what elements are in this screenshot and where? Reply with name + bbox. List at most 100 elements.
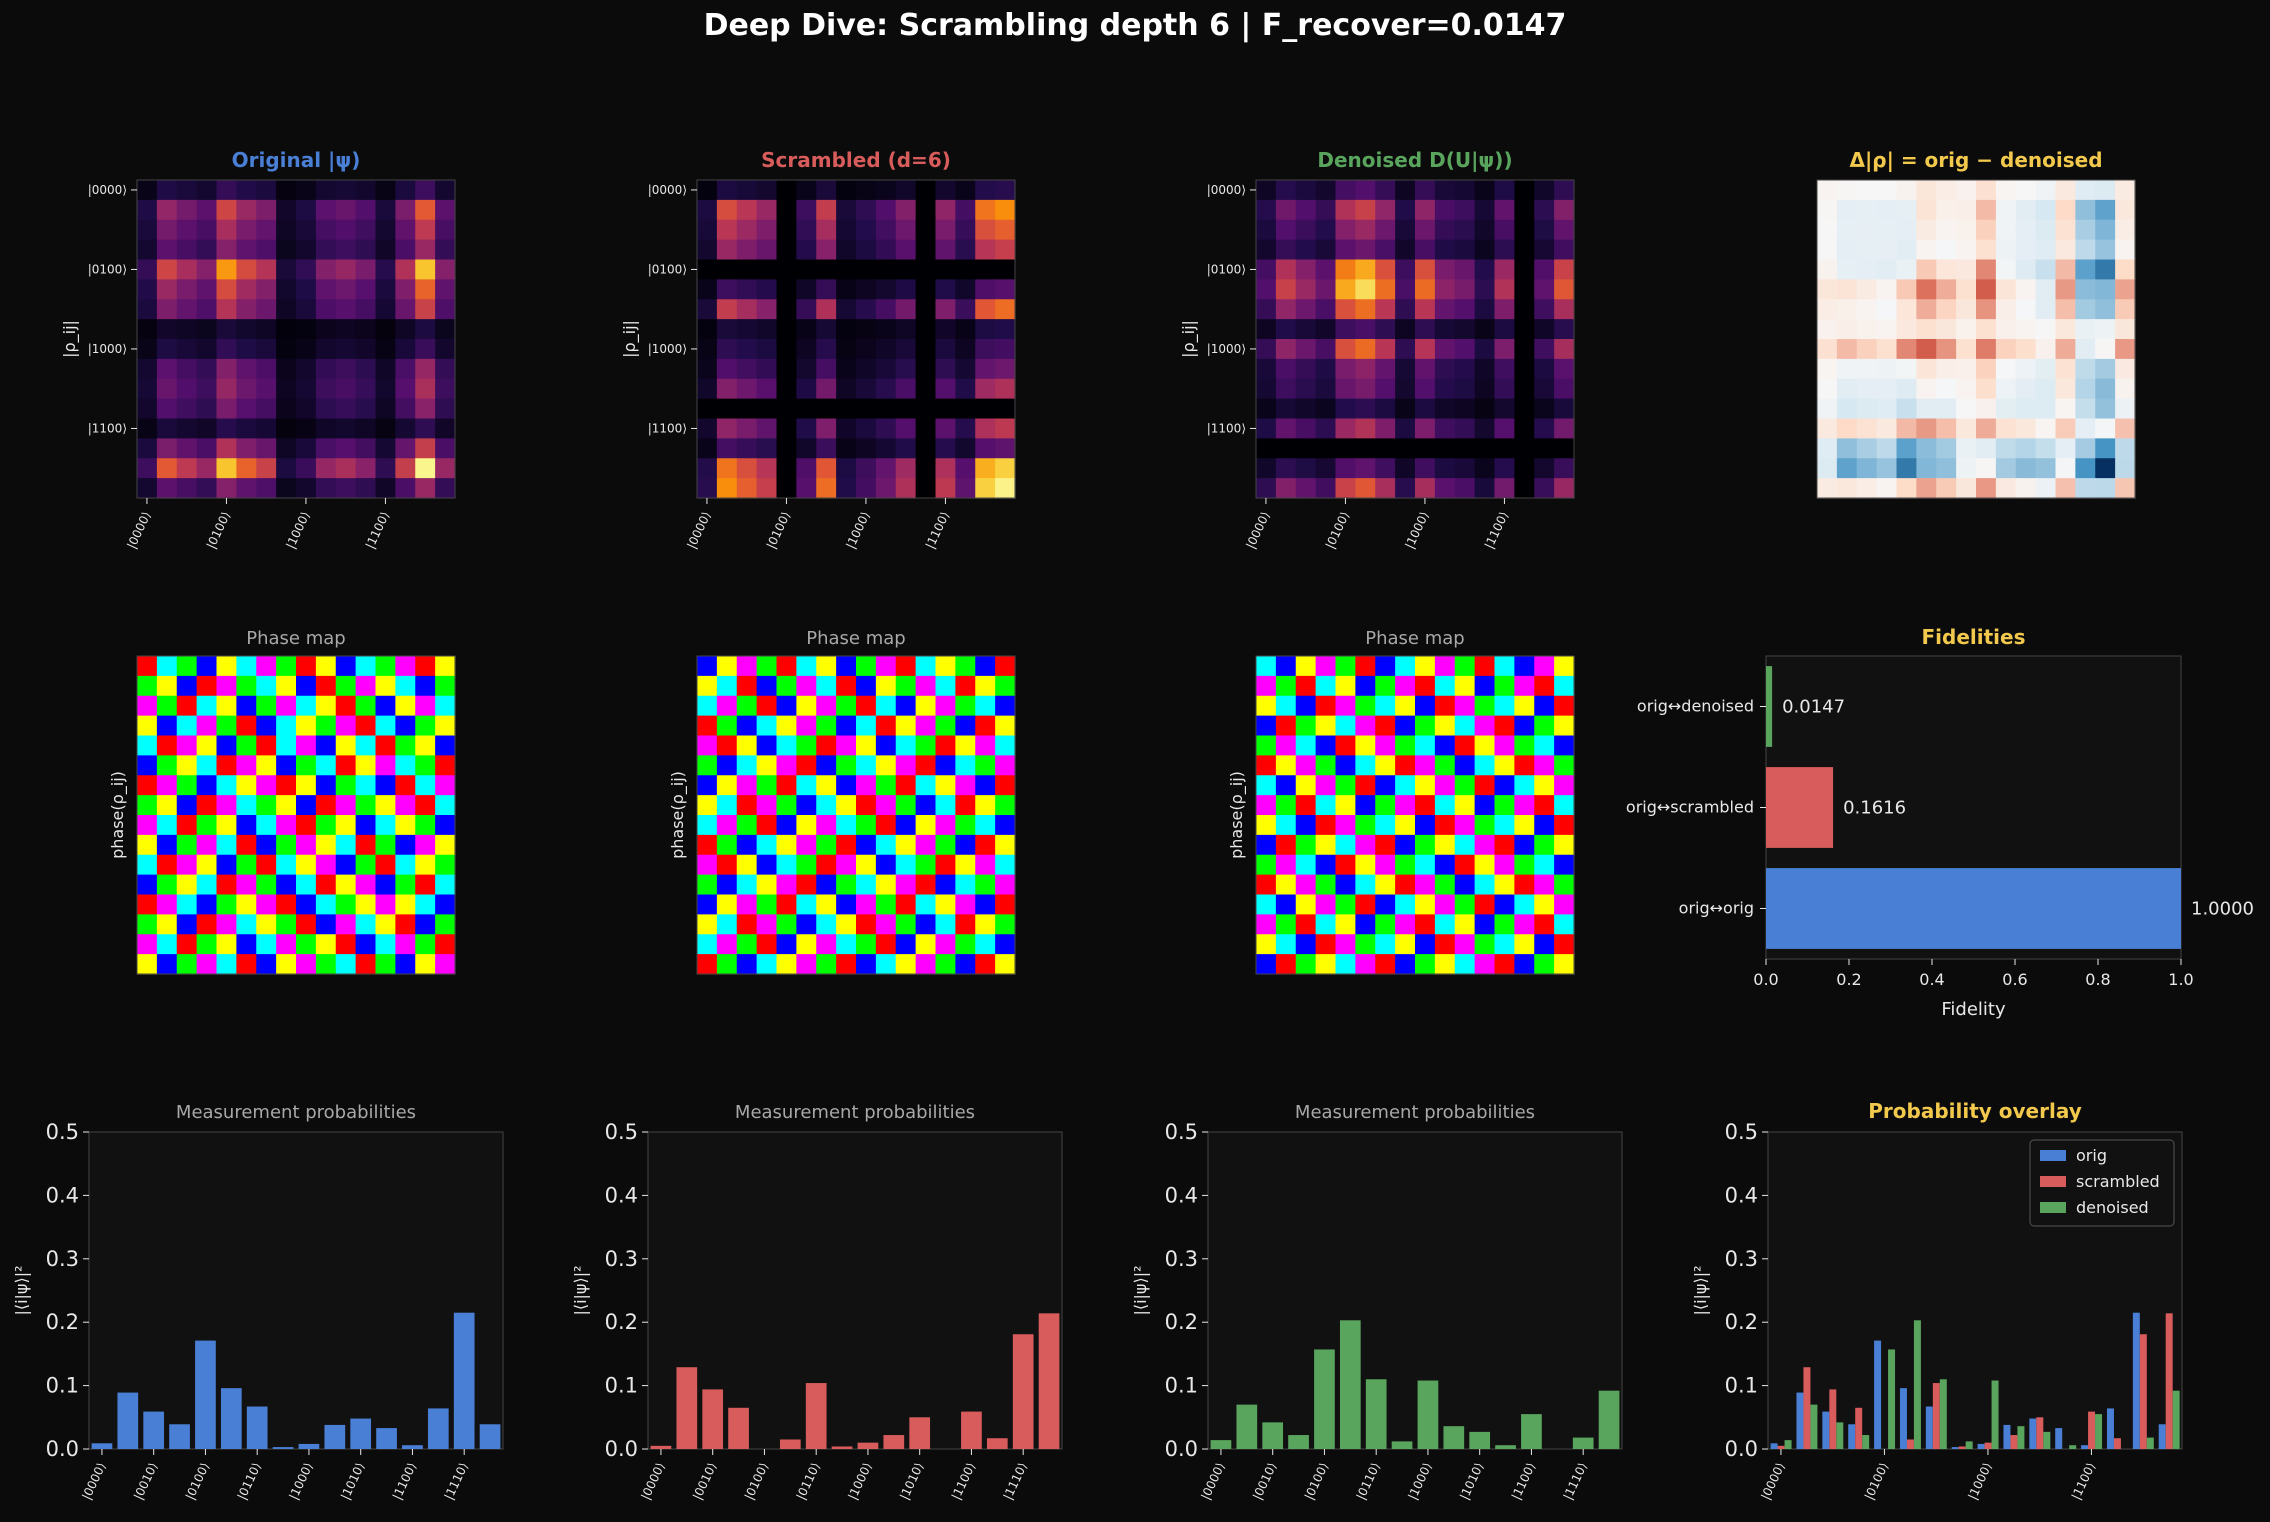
heatmap-cell <box>1936 358 1957 380</box>
x-tick-label: 0.0 <box>1753 970 1778 989</box>
heatmap-cell <box>995 259 1016 280</box>
probability-bar <box>376 1428 397 1449</box>
y-tick-label: 0.4 <box>605 1183 638 1207</box>
phase-cell <box>955 954 976 975</box>
heatmap-cell <box>1355 418 1376 439</box>
phase-cell <box>1454 874 1476 896</box>
phase-cell <box>935 755 956 776</box>
heatmap-cell <box>935 299 956 320</box>
phase-cell <box>1415 914 1436 935</box>
phase-cell <box>395 874 416 896</box>
heatmap-cell <box>216 438 237 459</box>
heatmap-cell <box>1295 458 1317 479</box>
heatmap-cell <box>1275 438 1297 459</box>
phase-cell <box>1415 854 1436 876</box>
heatmap-cell <box>1355 199 1376 221</box>
heatmap-cell <box>736 299 758 320</box>
phase-cell <box>1375 834 1396 856</box>
heatmap-cell <box>1275 259 1297 280</box>
heatmap-cell <box>1817 239 1838 261</box>
phase-cell <box>716 755 738 776</box>
heatmap-cell <box>796 458 817 479</box>
heatmap-cell <box>856 180 877 201</box>
heatmap-cell <box>1395 358 1416 380</box>
phase-cell <box>1554 656 1575 677</box>
x-tick-label: |0100⟩ <box>204 509 233 551</box>
phase-cell <box>776 854 797 876</box>
heatmap-cell <box>2115 398 2136 420</box>
phase-cell <box>435 795 456 816</box>
heatmap-cell <box>1856 259 1878 280</box>
heatmap-cell <box>176 358 198 380</box>
phase-cell <box>276 934 297 955</box>
heatmap-cell <box>955 339 976 360</box>
heatmap-cell <box>1415 398 1436 420</box>
heatmap-cell <box>1315 279 1337 300</box>
heatmap-cell <box>1976 180 1997 201</box>
overlay-bar-orig <box>2081 1445 2089 1449</box>
heatmap-cell <box>1876 358 1898 380</box>
heatmap-cell <box>415 339 436 360</box>
heatmap-cell <box>1415 458 1436 479</box>
phase-cell <box>1295 675 1317 697</box>
phase-cell <box>955 914 976 935</box>
heatmap-cell <box>335 239 357 261</box>
phase-cell <box>196 815 218 836</box>
heatmap-cell <box>196 418 218 439</box>
phase-cell <box>875 894 897 915</box>
phase-cell <box>1514 934 1535 955</box>
phase-cell <box>1256 854 1277 876</box>
heatmap-cell <box>415 219 436 241</box>
heatmap-cell <box>435 339 456 360</box>
heatmap-cell <box>975 180 996 201</box>
heatmap-cell <box>776 458 797 479</box>
heatmap-cell <box>196 339 218 360</box>
phase-cell <box>1395 854 1416 876</box>
heatmap-cell <box>1976 438 1997 459</box>
heatmap-cell <box>915 458 937 479</box>
probability-bar <box>986 1438 1008 1449</box>
heatmap-cell <box>296 219 317 241</box>
heatmap-cell <box>816 279 837 300</box>
phase-cell <box>236 894 257 915</box>
phase-cell <box>1275 874 1297 896</box>
heatmap-cell <box>1275 478 1297 499</box>
probability-bar <box>805 1383 827 1449</box>
phase-cell <box>1514 735 1535 756</box>
phase-cell <box>716 735 738 756</box>
phase-cell <box>1275 755 1297 776</box>
heatmap-cell <box>415 319 436 340</box>
heatmap-cell <box>1335 398 1356 420</box>
heatmap-cell <box>1836 398 1858 420</box>
heatmap-cell <box>1454 239 1476 261</box>
heatmap-cell <box>1275 418 1297 439</box>
heatmap-cell <box>355 219 377 241</box>
heatmap-cell <box>2055 180 2076 201</box>
heatmap-cell <box>335 339 357 360</box>
phase-map-frame <box>1255 655 1575 975</box>
heatmap-cell <box>315 339 337 360</box>
phase-cell <box>1275 914 1297 935</box>
heatmap-cell <box>1375 458 1396 479</box>
heatmap-cell <box>697 378 718 400</box>
phase-cell <box>156 954 178 975</box>
phase-cell <box>1375 656 1396 677</box>
phase-cell <box>236 775 257 796</box>
heatmap-cell <box>1295 478 1317 499</box>
heatmap-cell <box>1335 199 1356 221</box>
heatmap-cell <box>315 319 337 340</box>
heatmap-cell <box>1936 239 1957 261</box>
phase-cell <box>776 834 797 856</box>
x-tick-label: |0010⟩ <box>1250 1460 1279 1502</box>
phase-cell <box>736 854 758 876</box>
phase-cell <box>1474 815 1496 836</box>
heatmap-cell <box>156 239 178 261</box>
heatmap-cell <box>1454 219 1476 241</box>
probability-bar <box>1288 1435 1309 1449</box>
phase-cell <box>256 854 277 876</box>
phase-cell <box>176 735 198 756</box>
heatmap-cell <box>2035 239 2057 261</box>
chart-title: Measurement probabilities <box>1295 1102 1535 1123</box>
